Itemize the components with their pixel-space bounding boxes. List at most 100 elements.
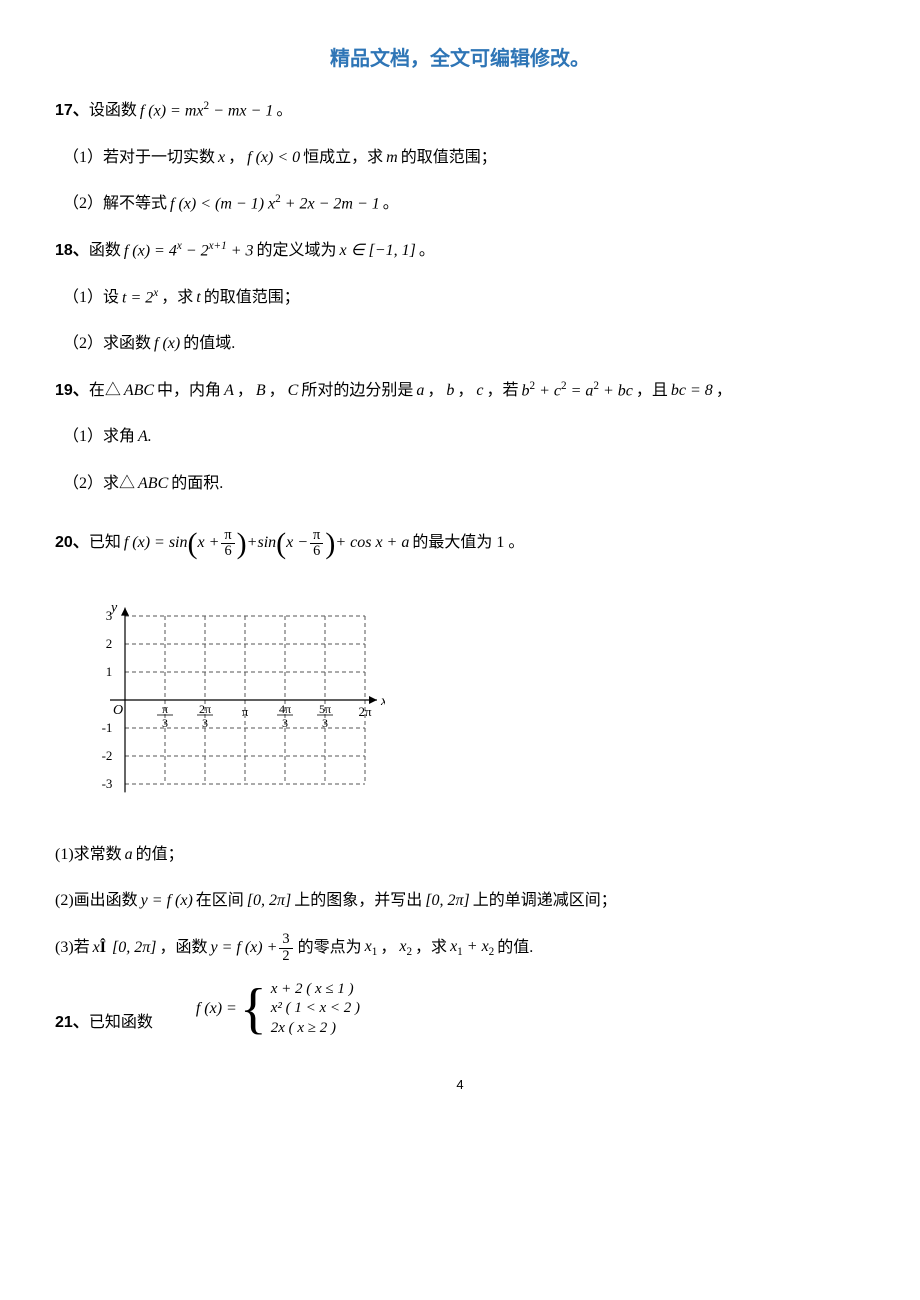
- text: 上的单调递减区间；: [473, 886, 617, 916]
- svg-text:2π: 2π: [199, 702, 211, 716]
- q18-domain: x ∈ [−1, 1]: [337, 236, 419, 266]
- interval-02pi: [0, 2π]: [244, 886, 294, 916]
- svg-text:3: 3: [162, 716, 168, 730]
- q20-fx: f (x) = sin ( x + π6 ) + sin ( x − π6 ) …: [121, 515, 413, 572]
- text: ，: [228, 143, 244, 173]
- y-fx: y = f (x): [138, 886, 196, 916]
- text: ，: [427, 376, 443, 406]
- text: ，: [457, 376, 473, 406]
- svg-text:3: 3: [202, 716, 208, 730]
- svg-text:2: 2: [106, 636, 113, 651]
- svg-text:-1: -1: [102, 720, 113, 735]
- angle-A-period: A.: [135, 422, 155, 452]
- page-header: 精品文档，全文可编辑修改。: [55, 40, 865, 78]
- triangle-abc: ABC: [121, 376, 157, 406]
- t-eq-2x: t = 2x: [119, 283, 161, 314]
- text: ，: [237, 376, 253, 406]
- text: 的定义域为: [257, 236, 337, 266]
- text: ，: [380, 933, 396, 963]
- q19-part2: （2）求△ ABC 的面积.: [55, 469, 865, 499]
- svg-text:O: O: [113, 703, 123, 718]
- text: (3)若: [55, 933, 90, 963]
- q18-part2: （2）求函数 f (x) 的值域.: [55, 329, 865, 359]
- q19-eq1: b2 + c2 = a2 + bc: [519, 376, 636, 407]
- q20-stem: 20、 已知 f (x) = sin ( x + π6 ) + sin ( x …: [55, 515, 865, 572]
- text: 的值；: [136, 840, 184, 870]
- text: ，若: [486, 376, 518, 406]
- x1-plus-x2: x1 + x2: [447, 932, 497, 963]
- q17-number: 17、: [55, 96, 89, 126]
- q17-part1: （1）若对于一切实数 x ， f (x) < 0 恒成立，求 m 的取值范围；: [55, 143, 865, 173]
- svg-text:π: π: [162, 702, 168, 716]
- q21-stem: 21、 已知函数 f (x) = { x + 2 ( x ≤ 1 ) x² ( …: [55, 980, 865, 1039]
- svg-text:3: 3: [106, 608, 113, 623]
- const-a: a: [122, 840, 136, 870]
- svg-text:1: 1: [106, 664, 113, 679]
- text: 的取值范围；: [204, 283, 300, 313]
- var-m: m: [383, 143, 401, 173]
- q17-ineq: f (x) < (m − 1) x2 + 2x − 2m − 1: [167, 189, 383, 220]
- text: ，且: [636, 376, 668, 406]
- svg-text:3: 3: [322, 716, 328, 730]
- text: （2）求函数: [63, 329, 151, 359]
- text: （2）求△: [63, 469, 135, 499]
- text: 在区间: [196, 886, 244, 916]
- text: ，求: [161, 283, 193, 313]
- svg-text:3: 3: [282, 716, 288, 730]
- text: 的值域.: [183, 329, 235, 359]
- q18-fx: f (x) = 4x − 2x+1 + 3: [121, 236, 257, 267]
- text: 上的图象，并写出: [294, 886, 422, 916]
- text: 的最大值为 1 。: [412, 528, 524, 558]
- case-3: 2x ( x ≥ 2 ): [271, 1019, 360, 1039]
- case-2: x² ( 1 < x < 2 ): [271, 999, 360, 1019]
- q17-stem: 17、 设函数 f (x) = mx2 − mx − 1 。: [55, 96, 865, 127]
- svg-text:π: π: [242, 704, 249, 719]
- q17-part2: （2）解不等式 f (x) < (m − 1) x2 + 2x − 2m − 1…: [55, 189, 865, 220]
- q20-chart: Oxy123-1-2-3π32π3π4π35π32π: [85, 590, 865, 821]
- svg-text:5π: 5π: [319, 702, 331, 716]
- q18-stem: 18、 函数 f (x) = 4x − 2x+1 + 3 的定义域为 x ∈ […: [55, 236, 865, 267]
- text: 已知: [89, 528, 121, 558]
- text: ，求: [415, 933, 447, 963]
- text: 函数: [89, 236, 121, 266]
- q20-part3: (3)若 xÎ [0, 2π] ，函数 y = f (x) + 32 的零点为 …: [55, 932, 865, 963]
- text: 在△: [89, 376, 121, 406]
- q20-part2: (2)画出函数 y = f (x) 在区间 [0, 2π] 上的图象，并写出 […: [55, 886, 865, 916]
- text: 。: [419, 236, 435, 266]
- text: 。: [383, 189, 399, 219]
- side-c: c: [473, 376, 486, 406]
- q18-number: 18、: [55, 236, 89, 266]
- svg-text:2π: 2π: [358, 704, 372, 719]
- case-1: x + 2 ( x ≤ 1 ): [271, 980, 360, 1000]
- text: 的面积.: [171, 469, 223, 499]
- triangle-abc-2: ABC: [135, 469, 171, 499]
- q17-fx: f (x) = mx2 − mx − 1: [137, 96, 277, 127]
- text: (1)求常数: [55, 840, 122, 870]
- q17-period: 。: [276, 96, 292, 126]
- angle-C: C: [285, 376, 302, 406]
- text: (2)画出函数: [55, 886, 138, 916]
- text: 的取值范围；: [401, 143, 497, 173]
- q21-piecewise: { x + 2 ( x ≤ 1 ) x² ( 1 < x < 2 ) 2x ( …: [240, 980, 360, 1039]
- text: ，: [269, 376, 285, 406]
- text: （1）若对于一切实数: [63, 143, 215, 173]
- side-a: a: [413, 376, 427, 406]
- text: 的零点为: [298, 933, 362, 963]
- side-b: b: [443, 376, 457, 406]
- x2: x2: [396, 932, 415, 963]
- q19-number: 19、: [55, 376, 89, 406]
- interval-02pi-3: [0, 2π]: [109, 933, 159, 963]
- fx-lt-0: f (x) < 0: [244, 143, 303, 173]
- text: 的值.: [497, 933, 533, 963]
- q19-stem: 19、 在△ ABC 中，内角 A ， B ， C 所对的边分别是 a ， b …: [55, 376, 865, 407]
- x-in: xÎ: [90, 933, 109, 963]
- text: （1）求角: [63, 422, 135, 452]
- var-x: x: [215, 143, 228, 173]
- text: ，: [716, 376, 732, 406]
- y-fx-plus: y = f (x) + 32: [208, 932, 298, 963]
- q20-number: 20、: [55, 528, 89, 558]
- q18-part1: （1）设 t = 2x ，求 t 的取值范围；: [55, 283, 865, 314]
- text: （2）解不等式: [63, 189, 167, 219]
- angle-B: B: [253, 376, 269, 406]
- svg-text:-3: -3: [102, 776, 113, 791]
